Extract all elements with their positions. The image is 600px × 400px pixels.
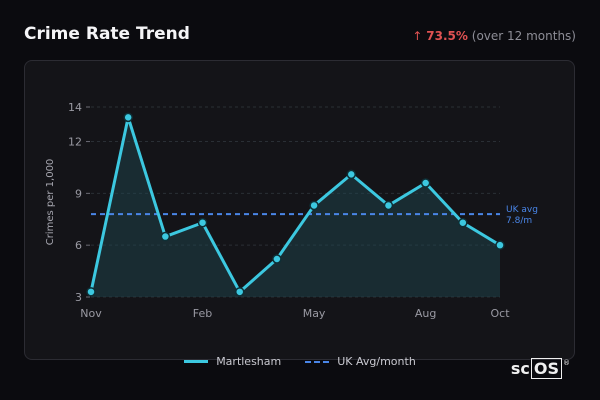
series-area	[91, 117, 500, 297]
x-tick-label: Oct	[490, 307, 510, 320]
y-tick-label: 6	[75, 239, 82, 252]
legend-label-reference: UK Avg/month	[337, 355, 416, 368]
chart-title: Crime Rate Trend	[24, 24, 190, 44]
data-point	[346, 169, 357, 180]
reference-label: 7.8/m	[506, 216, 532, 226]
change-percent: 73.5%	[426, 29, 468, 43]
data-point	[123, 112, 133, 123]
data-point	[272, 254, 282, 264]
data-point	[160, 231, 171, 242]
trend-up-icon: ↑	[412, 29, 423, 43]
x-tick-label: Feb	[193, 307, 212, 320]
series-line	[89, 115, 501, 294]
data-point	[383, 200, 394, 211]
legend-item-series[interactable]: Martlesham	[184, 355, 281, 368]
y-tick-label: 3	[75, 291, 82, 304]
chart-legend: Martlesham UK Avg/month	[0, 355, 600, 368]
y-tick-label: 12	[68, 136, 82, 149]
reference-label: UK avg	[506, 205, 538, 215]
data-point	[495, 240, 505, 250]
y-tick-label: 9	[75, 187, 82, 200]
data-point	[309, 200, 319, 211]
change-indicator: ↑ 73.5% (over 12 months)	[412, 29, 576, 43]
legend-swatch-series	[184, 360, 209, 363]
data-point	[197, 217, 208, 228]
change-note: (over 12 months)	[471, 29, 576, 43]
legend-item-reference[interactable]: UK Avg/month	[305, 355, 416, 368]
brand-logo: sc OS ®	[510, 358, 570, 379]
data-point	[234, 287, 245, 297]
legend-swatch-reference	[305, 360, 330, 363]
y-tick-label: 14	[68, 101, 82, 114]
x-tick-label: May	[303, 307, 326, 320]
data-point	[458, 217, 468, 228]
data-point	[86, 287, 96, 297]
x-tick-label: Nov	[80, 307, 102, 320]
chart-panel	[24, 60, 575, 360]
y-axis-label: Crimes per 1,000	[45, 159, 56, 246]
data-point	[420, 178, 431, 188]
x-tick-label: Aug	[415, 307, 436, 320]
legend-label-series: Martlesham	[216, 355, 282, 368]
